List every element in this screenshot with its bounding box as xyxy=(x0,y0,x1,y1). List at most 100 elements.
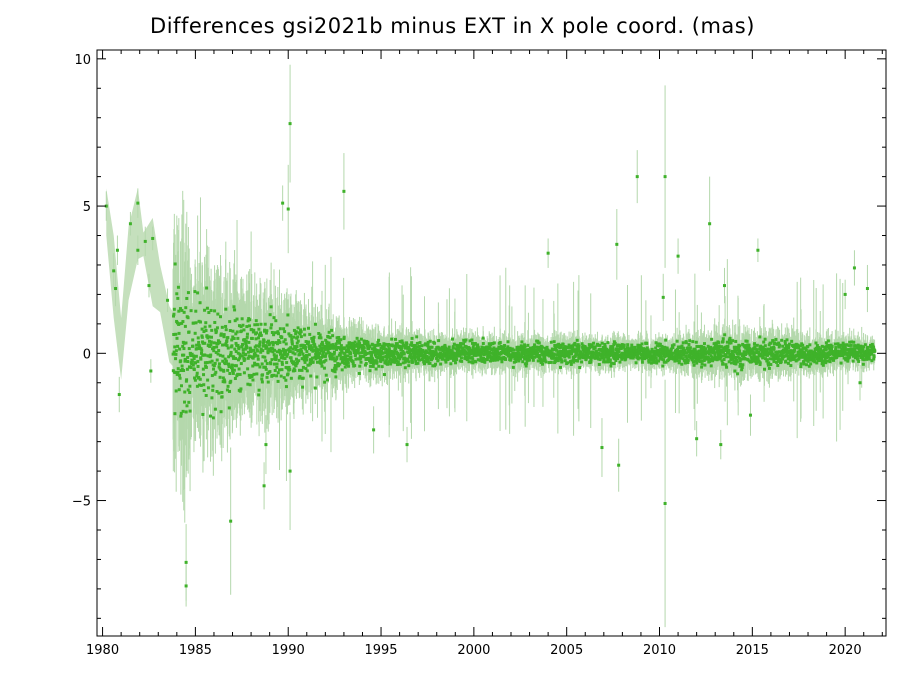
data-point xyxy=(326,351,330,355)
data-point xyxy=(389,362,393,366)
data-point xyxy=(240,354,244,358)
data-point xyxy=(190,359,194,363)
data-point xyxy=(378,349,382,353)
data-point xyxy=(210,359,214,363)
data-point xyxy=(182,310,186,314)
data-point xyxy=(184,358,188,362)
data-point xyxy=(326,346,330,350)
data-point xyxy=(378,342,382,346)
data-point xyxy=(204,328,208,332)
data-point xyxy=(275,350,279,354)
data-point xyxy=(247,324,251,328)
data-point xyxy=(178,376,182,380)
data-point xyxy=(208,355,212,359)
data-point xyxy=(299,347,303,351)
data-point xyxy=(357,346,361,350)
data-point xyxy=(285,354,289,358)
data-point xyxy=(214,329,218,333)
data-point xyxy=(452,342,456,346)
data-point xyxy=(244,352,248,356)
data-point xyxy=(198,377,202,381)
data-point xyxy=(420,357,424,361)
data-point xyxy=(357,339,361,343)
data-point xyxy=(386,350,390,354)
data-point xyxy=(175,336,179,340)
data-point xyxy=(382,373,386,377)
data-point xyxy=(275,374,279,378)
data-point xyxy=(349,344,353,348)
data-point xyxy=(407,360,411,364)
data-point xyxy=(220,325,224,329)
data-point xyxy=(350,341,354,345)
data-point xyxy=(179,384,183,388)
data-point xyxy=(211,384,215,388)
data-point xyxy=(276,371,280,375)
data-point xyxy=(176,370,180,374)
data-point xyxy=(461,346,465,350)
data-point xyxy=(238,389,242,393)
data-point xyxy=(257,393,261,397)
data-point xyxy=(342,335,346,339)
data-point xyxy=(465,358,469,362)
data-point xyxy=(366,340,370,344)
data-point xyxy=(302,346,306,350)
data-point xyxy=(441,348,445,352)
data-point xyxy=(294,364,298,368)
data-point xyxy=(274,354,278,358)
data-point xyxy=(232,336,236,340)
data-point xyxy=(370,353,374,357)
data-point xyxy=(428,339,432,343)
data-point xyxy=(342,346,346,350)
data-point xyxy=(211,388,215,392)
data-point xyxy=(476,358,480,362)
data-point xyxy=(415,352,419,356)
data-point xyxy=(479,355,483,359)
data-point xyxy=(245,335,249,339)
data-point xyxy=(301,385,305,389)
data-point xyxy=(224,324,228,328)
data-point xyxy=(272,362,276,366)
data-point xyxy=(362,354,366,358)
data-point xyxy=(410,341,414,345)
data-point xyxy=(279,352,283,356)
data-point xyxy=(218,315,222,319)
data-point xyxy=(268,349,272,353)
data-point xyxy=(263,365,267,369)
data-point xyxy=(359,360,363,364)
data-point xyxy=(425,351,429,355)
data-point xyxy=(409,352,413,356)
data-point xyxy=(317,336,321,340)
data-point xyxy=(246,319,250,323)
data-point xyxy=(377,364,381,368)
data-point xyxy=(328,354,332,358)
data-point xyxy=(244,341,248,345)
data-point xyxy=(173,345,177,349)
data-point xyxy=(212,349,216,353)
data-point xyxy=(351,360,355,364)
data-point xyxy=(287,332,291,336)
data-point xyxy=(187,400,191,404)
data-point xyxy=(355,342,359,346)
data-point xyxy=(296,335,300,339)
data-point xyxy=(228,372,232,376)
data-point xyxy=(337,335,341,339)
data-point xyxy=(322,350,326,354)
data-point xyxy=(312,335,316,339)
data-point xyxy=(436,358,440,362)
data-point xyxy=(204,365,208,369)
data-point xyxy=(197,383,201,387)
data-point xyxy=(449,356,453,360)
data-point xyxy=(186,388,190,392)
data-point xyxy=(315,360,319,364)
data-point xyxy=(292,335,296,339)
data-point xyxy=(346,357,350,361)
data-point xyxy=(334,367,338,371)
data-point xyxy=(378,355,382,359)
data-point xyxy=(183,390,187,394)
data-point xyxy=(450,337,454,341)
data-point xyxy=(474,360,478,364)
data-point xyxy=(201,353,205,357)
data-point xyxy=(254,337,258,341)
data-point xyxy=(189,309,193,313)
data-point xyxy=(231,369,235,373)
